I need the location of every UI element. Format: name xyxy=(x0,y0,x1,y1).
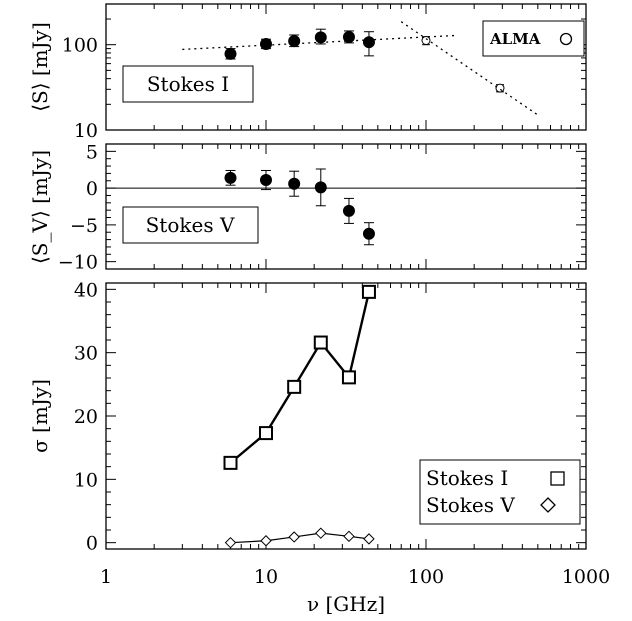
x-tick-label: 10 xyxy=(254,566,278,588)
sigma-axis-ticks xyxy=(105,283,586,549)
y-tick-label: 0 xyxy=(86,178,98,200)
stokes-v-label-text: Stokes V xyxy=(146,213,235,237)
stokes-v-label-frame xyxy=(122,206,259,244)
stokes-v-point xyxy=(314,181,327,194)
x-tick-labels: 1 10 100 1000 xyxy=(100,566,610,588)
stokes-i-label-box: Stokes I xyxy=(122,65,254,103)
stokes-v-axis-ticks xyxy=(105,144,586,269)
y-tick-label: 30 xyxy=(74,343,98,365)
legend-stokes-v-label: Stokes V xyxy=(426,493,515,517)
stokes-v-data-marks xyxy=(224,168,375,246)
y-tick-label: 10 xyxy=(74,469,98,491)
y-tick-label: 5 xyxy=(86,141,98,163)
stokes-i-data-marks xyxy=(182,21,539,116)
stokes-i-point xyxy=(260,37,272,50)
stokes-i-sigma-point xyxy=(223,455,238,470)
x-axis-title: ν [GHz] xyxy=(307,592,385,616)
sigma-panel: 0 10 20 30 40 1 10 100 1000 σ [mJy] ν [GHz] Sto… xyxy=(28,279,610,616)
y-tick-label: −10 xyxy=(58,252,98,274)
alma-point xyxy=(495,83,505,93)
stokes-v-sigma-point xyxy=(343,530,355,543)
stokes-i-axis-ticks xyxy=(105,3,586,131)
stokes-v-sigma-point xyxy=(315,527,327,539)
y-tick-label: 20 xyxy=(74,406,98,428)
x-tick-label: 1 xyxy=(100,566,112,588)
stokes-v-point xyxy=(288,177,301,190)
stokes-i-point xyxy=(362,36,375,49)
stokes-v-sigma-point xyxy=(224,536,237,549)
sigma-y-axis-title: σ [mJy] xyxy=(28,379,52,453)
stokes-i-point xyxy=(342,31,355,44)
stokes-v-y-tick-labels: 5 0 −5 −10 xyxy=(58,141,98,273)
stokes-i-plot-frame xyxy=(105,3,587,131)
alma-legend-marker xyxy=(559,32,573,46)
stokes-i-point xyxy=(224,47,237,60)
stokes-v-plot-frame xyxy=(105,143,587,270)
alma-legend-frame xyxy=(482,20,585,57)
stokes-v-panel: 5 0 −5 −10 ⟨S_V⟩ [mJy] Stokes V xyxy=(28,141,587,274)
stokes-v-point xyxy=(260,174,272,187)
stokes-i-sigma-point xyxy=(361,284,376,299)
y-tick-label: 40 xyxy=(74,279,98,301)
stokes-i-sigma-point xyxy=(259,426,273,441)
stokes-v-sigma-point xyxy=(260,535,272,547)
alma-legend-label: ALMA xyxy=(489,30,541,48)
stokes-v-sigma-point xyxy=(288,531,300,543)
legend-diamond-marker xyxy=(540,497,556,513)
stokes-i-point xyxy=(288,35,301,48)
stokes-i-sigma-point xyxy=(287,379,302,394)
x-tick-label: 1000 xyxy=(562,566,610,588)
y-tick-label: 10 xyxy=(74,120,98,142)
stokes-i-panel: 10 100 ⟨S⟩ [mJy] Stokes I ALMA xyxy=(28,3,587,142)
stokes-i-point xyxy=(314,31,327,44)
y-tick-label: −5 xyxy=(70,215,98,237)
stokes-v-sigma-point xyxy=(363,533,375,545)
alma-point xyxy=(421,36,431,46)
sigma-legend: Stokes I Stokes V xyxy=(419,459,581,525)
stokes-i-y-axis-title: ⟨S⟩ [mJy] xyxy=(28,22,52,112)
sigma-legend-frame xyxy=(419,459,581,525)
legend-stokes-i-label: Stokes I xyxy=(426,466,508,490)
alma-legend: ALMA xyxy=(482,20,585,57)
stokes-v-point xyxy=(362,227,375,240)
stokes-v-point xyxy=(342,204,355,217)
stokes-v-point xyxy=(224,171,237,184)
stokes-v-label-box: Stokes V xyxy=(122,206,259,244)
stokes-i-sigma-point xyxy=(313,335,328,350)
stokes-i-y-tick-labels: 10 100 xyxy=(62,35,98,142)
legend-square-marker xyxy=(550,471,565,486)
stokes-i-sigma-point xyxy=(341,370,356,385)
stokes-v-y-axis-title: ⟨S_V⟩ [mJy] xyxy=(28,150,52,264)
x-tick-label: 100 xyxy=(408,566,444,588)
y-tick-label: 0 xyxy=(86,533,98,555)
sigma-data-marks xyxy=(223,284,376,549)
stokes-i-label-frame xyxy=(122,65,254,103)
stokes-i-label-text: Stokes I xyxy=(147,72,229,96)
sigma-y-tick-labels: 0 10 20 30 40 xyxy=(74,279,98,554)
y-tick-label: 100 xyxy=(62,35,98,57)
